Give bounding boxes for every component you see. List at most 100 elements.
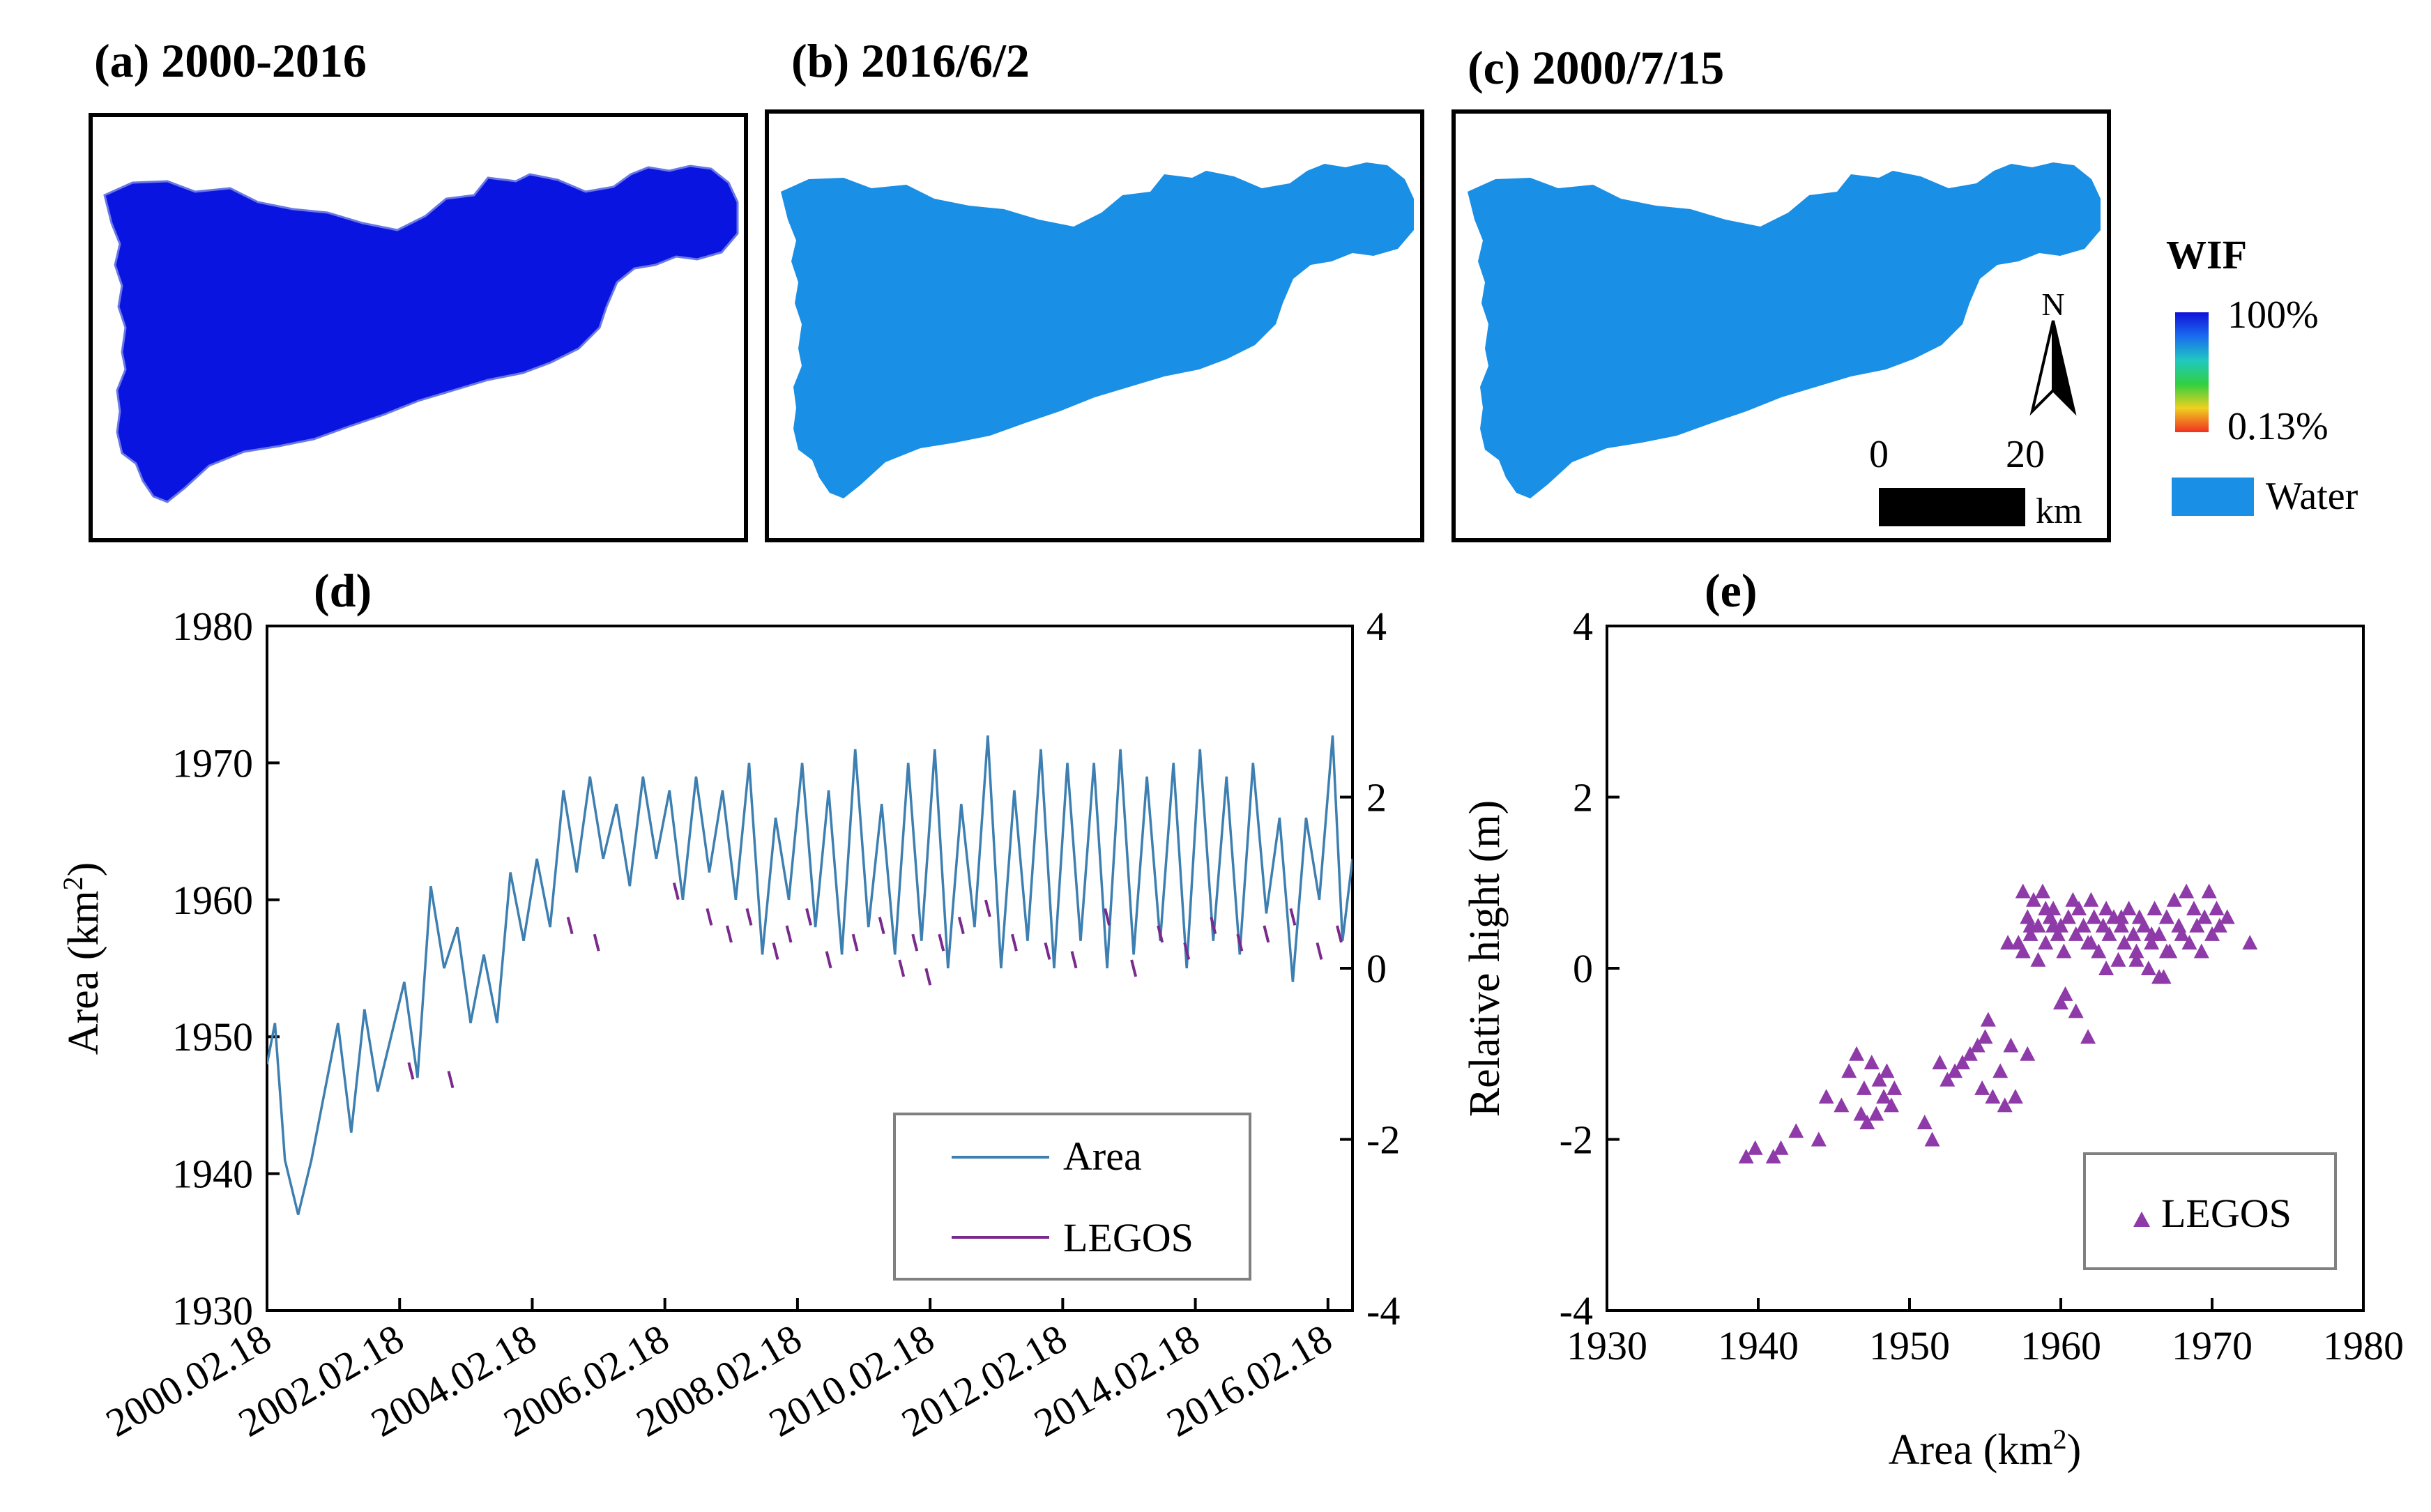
- chart-e-point: [1849, 1046, 1865, 1061]
- chart-e-point: [2071, 901, 2087, 916]
- chart-e-point: [2151, 969, 2167, 984]
- chart-d-legend-box: [893, 1113, 1251, 1281]
- chart-d-legos-point: [938, 933, 945, 952]
- chart-d-legos-point: [725, 925, 733, 943]
- chart-e-point: [2158, 909, 2174, 924]
- chart-e-ytick-label: 2: [1573, 775, 1593, 820]
- chart-e-point: [2080, 1029, 2096, 1044]
- chart-d-legos-point: [672, 883, 680, 901]
- lake-water-map-c: [1468, 162, 2101, 498]
- chart-e-point: [2065, 892, 2081, 907]
- chart-e-point: [2158, 943, 2174, 959]
- panel-b-title: (b) 2016/6/2: [791, 34, 1030, 87]
- wif-legend-title: WIF: [2166, 232, 2247, 277]
- chart-d-legos-point: [1183, 942, 1191, 960]
- chart-e-point: [2242, 935, 2258, 950]
- chart-d-legos-point: [706, 908, 713, 926]
- chart-e-point: [2117, 935, 2133, 950]
- chart-e-point: [1834, 1097, 1850, 1113]
- chart-e-point: [1856, 1080, 1872, 1095]
- chart-d-legos-point: [407, 1062, 415, 1080]
- chart-d-y2tick-label: 4: [1366, 604, 1387, 649]
- chart-d-legos-point: [911, 933, 919, 952]
- chart-e-xtick-label: 1930: [1567, 1323, 1647, 1368]
- chart-e-point: [1924, 1131, 1940, 1147]
- chart-e-point: [2144, 935, 2160, 950]
- chart-e-point: [2068, 1003, 2084, 1018]
- chart-d-legos-point: [957, 917, 965, 935]
- chart-e-point: [2166, 892, 2182, 907]
- chart-e-point: [1788, 1123, 1804, 1138]
- chart-e-point: [1868, 1106, 1884, 1121]
- chart-e-point: [1853, 1106, 1869, 1121]
- chart-e-point: [2179, 883, 2195, 899]
- chart-e-point: [2022, 917, 2038, 933]
- chart-e-point: [1811, 1131, 1827, 1147]
- chart-e-point: [1954, 1055, 1970, 1070]
- chart-e-point: [2193, 943, 2209, 959]
- wif-max-label: 100%: [2227, 293, 2319, 337]
- chart-d-y2tick-label: 0: [1366, 946, 1387, 991]
- chart-e-point: [2181, 935, 2197, 950]
- chart-e-point: [1864, 1055, 1880, 1070]
- chart-e-point: [1977, 1029, 1993, 1044]
- chart-d-legos-point: [898, 959, 906, 977]
- chart-d-legos-point: [447, 1071, 455, 1089]
- chart-d-legos-point: [1044, 942, 1051, 960]
- chart-e-point: [2174, 926, 2190, 941]
- chart-d-legos-point: [1336, 925, 1343, 943]
- chart-e-point: [1932, 1055, 1948, 1070]
- chart-e-point: [1947, 1063, 1963, 1078]
- wif-color-ramp: [2175, 312, 2209, 432]
- chart-e-point: [1841, 1063, 1857, 1078]
- chart-e-point: [2121, 901, 2137, 916]
- chart-e-point: [2003, 1037, 2019, 1053]
- chart-d-legos-point: [924, 968, 932, 986]
- chart-d-legos-point: [1289, 908, 1297, 926]
- chart-e-xtick-label: 1940: [1718, 1323, 1799, 1368]
- chart-e-point: [2015, 943, 2031, 959]
- chart-e-plot-area: [1738, 883, 2258, 1164]
- chart-d-ytick-label: 1930: [172, 1288, 253, 1334]
- chart-d-ytick-label: 1960: [172, 878, 253, 923]
- chart-e-legend-marker: [2133, 1212, 2150, 1227]
- chart-e-point: [2060, 909, 2076, 924]
- chart-e-point: [2186, 901, 2202, 916]
- chart-e-point: [2128, 952, 2144, 967]
- chart-e-point: [1974, 1080, 1990, 1095]
- chart-e-point: [2068, 926, 2084, 941]
- chart-e-point: [2015, 883, 2031, 899]
- chart-d-legos-point: [772, 942, 779, 960]
- chart-e-point: [1980, 1011, 1996, 1027]
- chart-e-point: [1773, 1140, 1789, 1155]
- chart-e-point: [2113, 909, 2129, 924]
- chart-d-legos-point: [1130, 959, 1138, 977]
- chart-e-point: [2171, 917, 2187, 933]
- chart-e-point: [1871, 1071, 1887, 1087]
- chart-d-legos-point: [1263, 925, 1270, 943]
- wif-min-label: 0.13%: [2227, 405, 2329, 448]
- lake-water-map-b: [781, 162, 1414, 498]
- map-a-frame: [89, 113, 748, 542]
- chart-e-legend-box: [2083, 1152, 2337, 1270]
- chart-e-point: [2056, 943, 2072, 959]
- chart-d-area-series-line: [267, 735, 1352, 1215]
- chart-e-point: [2136, 917, 2152, 933]
- chart-d-plot-area: [267, 735, 1352, 1215]
- chart-e-point: [1765, 1149, 1781, 1164]
- chart-e-legend-label: LEGOS: [2161, 1191, 2292, 1236]
- chart-e-point: [2000, 935, 2016, 950]
- chart-d-legend-area-label: Area: [1063, 1133, 1142, 1179]
- chart-e-point: [2140, 961, 2156, 975]
- chart-e-point: [2022, 926, 2038, 941]
- panel-d-title: (d): [314, 564, 372, 617]
- chart-e-point: [1969, 1037, 1986, 1053]
- chart-d-legos-point: [805, 908, 813, 926]
- map-c-frame: [1451, 109, 2111, 542]
- chart-e-point: [2098, 961, 2114, 975]
- chart-e-point: [1876, 1089, 1892, 1104]
- water-legend-swatch: [2172, 478, 2254, 516]
- chart-d-legos-point: [1210, 917, 1217, 935]
- chart-d-legos-point: [1316, 942, 1323, 960]
